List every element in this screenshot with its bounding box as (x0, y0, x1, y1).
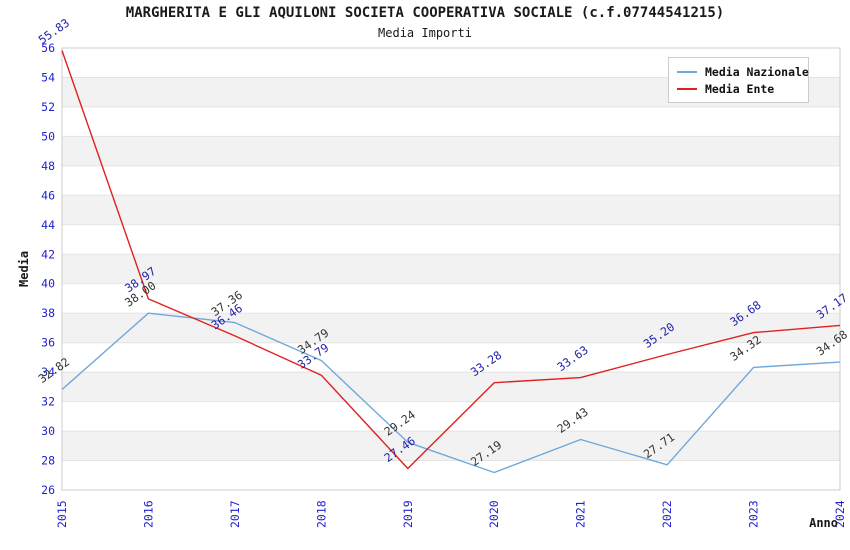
x-tick-label: 2015 (55, 500, 69, 528)
y-tick-label: 32 (41, 395, 55, 409)
x-tick-label: 2023 (747, 500, 761, 528)
legend-item-media-ente: Media Ente (677, 80, 800, 97)
y-tick-label: 44 (41, 218, 55, 232)
x-tick-label: 2018 (314, 500, 328, 528)
x-tick-label: 2019 (401, 500, 415, 528)
plot-band (62, 313, 840, 343)
y-tick-label: 48 (41, 159, 55, 173)
plot-band (62, 460, 840, 490)
y-tick-label: 50 (41, 129, 55, 143)
y-tick-label: 54 (41, 71, 55, 85)
plot-band (62, 195, 840, 225)
legend-item-media-nazionale: Media Nazionale (677, 63, 809, 80)
x-tick-label: 2017 (228, 500, 242, 528)
plot-band (62, 224, 840, 255)
x-tick-label: 2024 (833, 500, 847, 528)
x-tick-label: 2021 (574, 500, 588, 528)
legend-swatch-media-nazionale (677, 70, 697, 73)
plot-band (62, 342, 840, 373)
x-tick-label: 2016 (141, 500, 155, 528)
y-tick-label: 52 (41, 100, 55, 114)
y-tick-label: 46 (41, 188, 55, 202)
plot-band (62, 254, 840, 284)
y-tick-label: 30 (41, 424, 55, 438)
series-line-media-ente (61, 50, 841, 470)
plot-band (62, 136, 840, 166)
plot-band (62, 431, 840, 461)
plot-border (61, 47, 841, 491)
y-tick-label: 38 (41, 306, 55, 320)
y-tick-label: 56 (41, 41, 55, 55)
legend-label: Media Ente (705, 81, 775, 96)
plot-band (62, 283, 840, 314)
y-tick-label: 40 (41, 277, 55, 291)
y-tick-label: 36 (41, 336, 55, 350)
x-tick-label: 2020 (487, 500, 501, 528)
legend-swatch-media-ente (677, 87, 697, 90)
y-tick-label: 42 (41, 247, 55, 261)
legend-label: Media Nazionale (705, 64, 809, 79)
y-axis-title: Media (17, 251, 31, 287)
chart-subtitle: Media Importi (378, 26, 472, 40)
legend: Media Nazionale Media Ente (668, 57, 809, 103)
plot-band (62, 401, 840, 432)
x-tick-label: 2022 (660, 500, 674, 528)
x-axis-title: Anno (809, 516, 838, 530)
y-tick-label: 26 (41, 483, 55, 497)
plot-band (62, 372, 840, 402)
y-tick-label: 34 (41, 365, 55, 379)
plot-band (62, 106, 840, 137)
y-tick-label: 28 (41, 454, 55, 468)
plot-band (62, 165, 840, 196)
chart-title: MARGHERITA E GLI AQUILONI SOCIETA COOPER… (125, 5, 725, 21)
